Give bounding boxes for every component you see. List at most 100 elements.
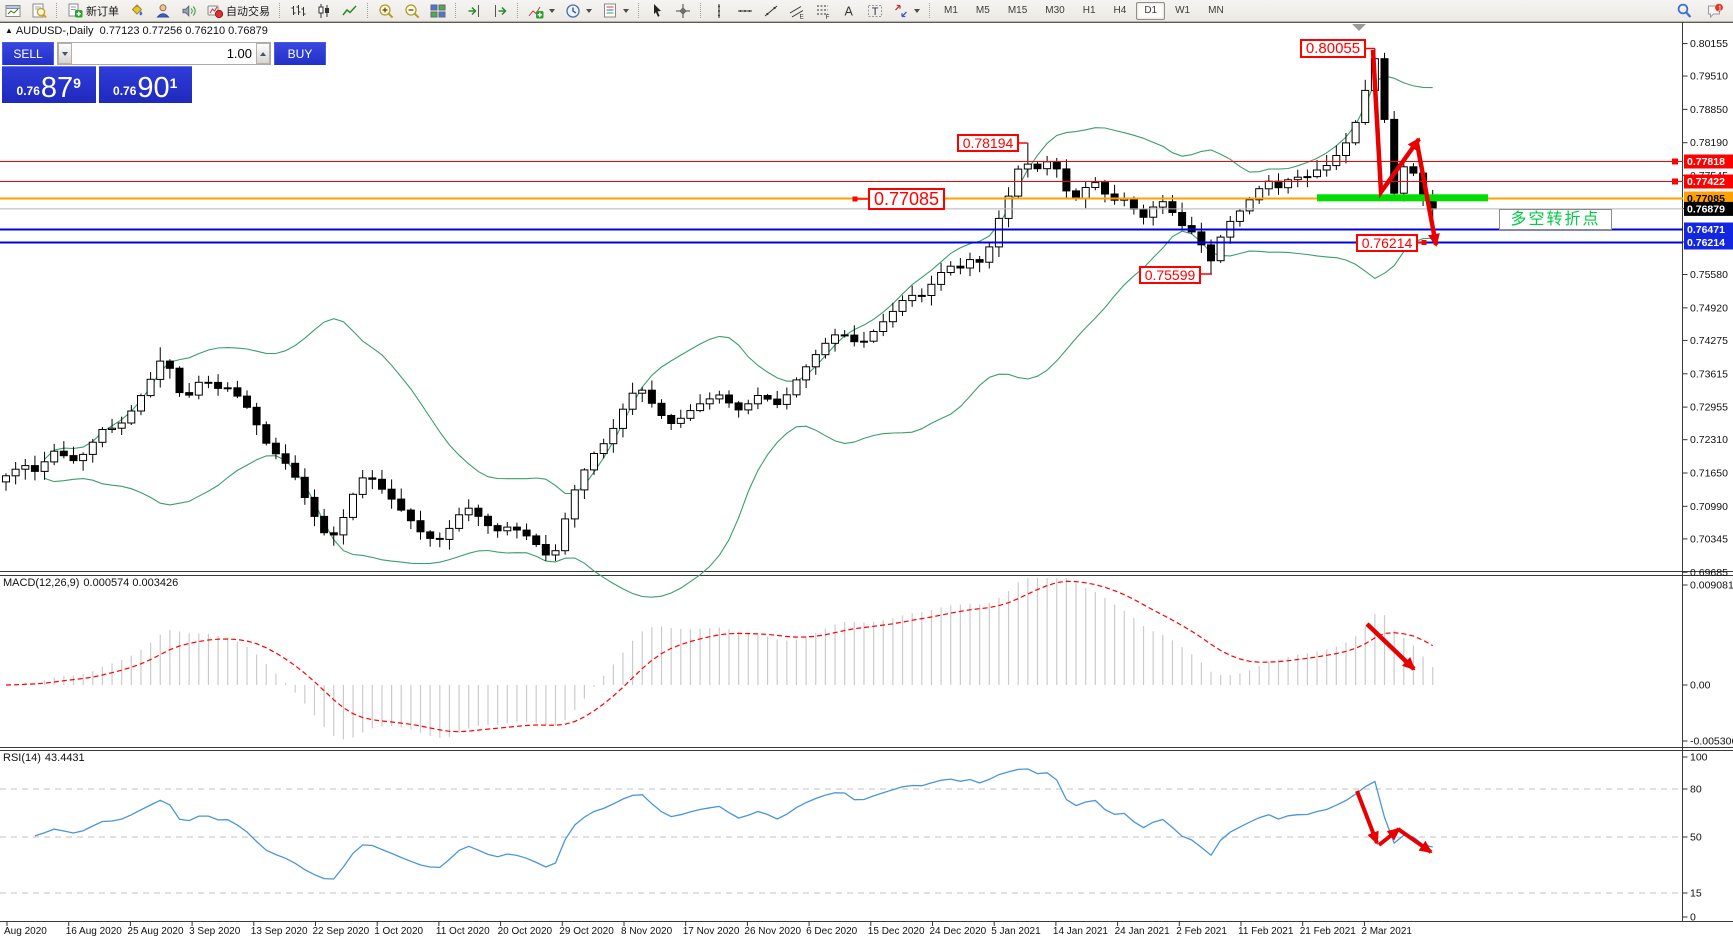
svg-text:0.70990: 0.70990 <box>1690 501 1728 513</box>
timeframe-M30[interactable]: M30 <box>1045 4 1065 16</box>
trendline-button[interactable] <box>758 1 784 20</box>
svg-text:0.72310: 0.72310 <box>1690 434 1728 446</box>
rsi-indicator-label: RSI(14) 43.4431 <box>3 752 89 764</box>
buy-price-big: 90 <box>137 72 170 104</box>
timeframe-MN[interactable]: MN <box>1208 4 1224 16</box>
timeframe-M15[interactable]: M15 <box>1007 4 1028 16</box>
crosshair-button[interactable] <box>670 1 696 20</box>
quote-row: 0.76 87 9 0.76 90 1 <box>2 66 192 103</box>
crosshair-icon <box>676 3 690 18</box>
volume-input[interactable] <box>72 43 256 64</box>
signal-button[interactable] <box>176 1 202 20</box>
chat-icon: 1 <box>1708 3 1723 18</box>
price-callout: 0.77085 <box>868 188 945 210</box>
text-button[interactable]: A <box>836 1 862 20</box>
svg-text:5 Jan 2021: 5 Jan 2021 <box>991 926 1041 937</box>
svg-text:24 Dec 2020: 24 Dec 2020 <box>930 926 987 937</box>
zoom-in-button[interactable] <box>373 1 399 20</box>
autotrade-button[interactable]: 自动交易 <box>202 1 275 20</box>
text-label-button[interactable]: T <box>862 1 888 20</box>
svg-text:0.80155: 0.80155 <box>1690 38 1728 50</box>
new-order-icon <box>68 3 83 17</box>
svg-text:0.71650: 0.71650 <box>1690 468 1728 480</box>
rsi-arrow <box>1377 827 1401 847</box>
timeframe-H1[interactable]: H1 <box>1082 4 1096 16</box>
symbol-period-label: AUDUSD-,Daily <box>15 25 94 37</box>
chart-ohlc-readout: ▲ AUDUSD-,Daily 0.77123 0.77256 0.76210 0… <box>5 25 268 37</box>
price-callout: 0.80055 <box>1300 39 1366 58</box>
zoom-out-button[interactable] <box>399 1 425 20</box>
horizontal-line-button[interactable] <box>732 1 758 20</box>
volume-control <box>57 42 271 65</box>
timeframe-D1[interactable]: D1 <box>1136 1 1166 20</box>
sell-button[interactable]: SELL <box>2 42 54 65</box>
notifications-button[interactable]: 1 <box>1701 1 1729 20</box>
equidistant-channel-button[interactable]: E <box>784 1 810 20</box>
paint-bucket-icon <box>131 3 143 15</box>
buy-quote[interactable]: 0.76 90 1 <box>98 66 192 104</box>
search-button[interactable] <box>1671 1 1697 20</box>
new-order-button[interactable]: 新订单 <box>62 1 124 20</box>
turning-point-annotation: 多空转折点 <box>1499 209 1612 230</box>
rsi-arrow <box>1355 790 1379 845</box>
dropdown-caret-icon <box>586 8 592 13</box>
auto-scroll-button[interactable] <box>461 1 487 20</box>
dropdown-caret-icon <box>914 8 920 13</box>
indicators-button[interactable] <box>523 1 560 20</box>
volume-decrease-button[interactable] <box>58 43 72 64</box>
svg-text:0.77818: 0.77818 <box>1687 156 1725 168</box>
timeframe-W1[interactable]: W1 <box>1175 4 1191 16</box>
svg-text:80: 80 <box>1690 784 1702 796</box>
buy-button[interactable]: BUY <box>274 42 326 65</box>
scroll-to-end-marker[interactable] <box>1352 24 1366 31</box>
sell-quote[interactable]: 0.76 87 9 <box>2 66 96 103</box>
templates-button[interactable] <box>597 1 634 20</box>
new-order-label: 新订单 <box>86 5 119 18</box>
print-preview-button[interactable] <box>26 1 52 20</box>
price-callout: 0.78194 <box>957 134 1019 152</box>
timeframe-M1[interactable]: M1 <box>944 4 958 16</box>
candle-chart-icon <box>318 3 329 18</box>
auto-scroll-icon <box>468 4 479 17</box>
svg-text:0.78190: 0.78190 <box>1690 137 1728 149</box>
volume-increase-button[interactable] <box>256 43 270 64</box>
profile-button[interactable] <box>150 1 176 20</box>
cursor-button[interactable] <box>644 1 670 20</box>
fibonacci-button[interactable]: F <box>810 1 836 20</box>
svg-text:24 Jan 2021: 24 Jan 2021 <box>1115 926 1170 937</box>
main-toolbar: 新订单 自动交易 E F A T M1 M5 M15 M30 H1 H4 D1 W1 MN 1 <box>0 0 1733 22</box>
vertical-line-button[interactable] <box>706 1 732 20</box>
svg-text:2 Mar 2021: 2 Mar 2021 <box>1361 926 1412 937</box>
cursor-icon <box>654 3 661 17</box>
tile-windows-button[interactable] <box>425 1 451 20</box>
rsi-line <box>34 768 1433 880</box>
collapse-triangle-icon[interactable]: ▲ <box>5 26 13 35</box>
timeframe-H4[interactable]: H4 <box>1113 4 1127 16</box>
candle-chart-button[interactable] <box>311 1 337 20</box>
periods-button[interactable] <box>560 1 597 20</box>
svg-text:14 Jan 2021: 14 Jan 2021 <box>1053 926 1108 937</box>
paint-bucket-button[interactable] <box>124 1 150 20</box>
svg-text:0.69685: 0.69685 <box>1690 567 1728 579</box>
svg-text:2 Feb 2021: 2 Feb 2021 <box>1176 926 1227 937</box>
support-zone-bar <box>1317 194 1488 202</box>
ohlc-values: 0.77123 0.77256 0.76210 0.76879 <box>99 25 268 37</box>
toolbar-right: 1 <box>1671 1 1733 20</box>
chart-window-button[interactable] <box>0 1 26 20</box>
svg-text:T: T <box>872 6 879 18</box>
svg-text:3 Sep 2020: 3 Sep 2020 <box>189 926 241 937</box>
svg-text:0.72955: 0.72955 <box>1690 402 1728 414</box>
rsi-name: RSI(14) <box>3 752 41 764</box>
svg-text:11 Feb 2021: 11 Feb 2021 <box>1238 926 1294 937</box>
toolbar-group <box>0 0 52 21</box>
svg-text:F: F <box>826 13 830 18</box>
chart-shift-button[interactable] <box>487 1 513 20</box>
bar-chart-button[interactable] <box>285 1 311 20</box>
timeframe-M5[interactable]: M5 <box>975 4 990 16</box>
arrows-button[interactable] <box>888 1 925 20</box>
svg-text:0.76214: 0.76214 <box>1687 237 1725 249</box>
line-chart-button[interactable] <box>337 1 363 20</box>
dropdown-caret-icon <box>549 8 555 13</box>
